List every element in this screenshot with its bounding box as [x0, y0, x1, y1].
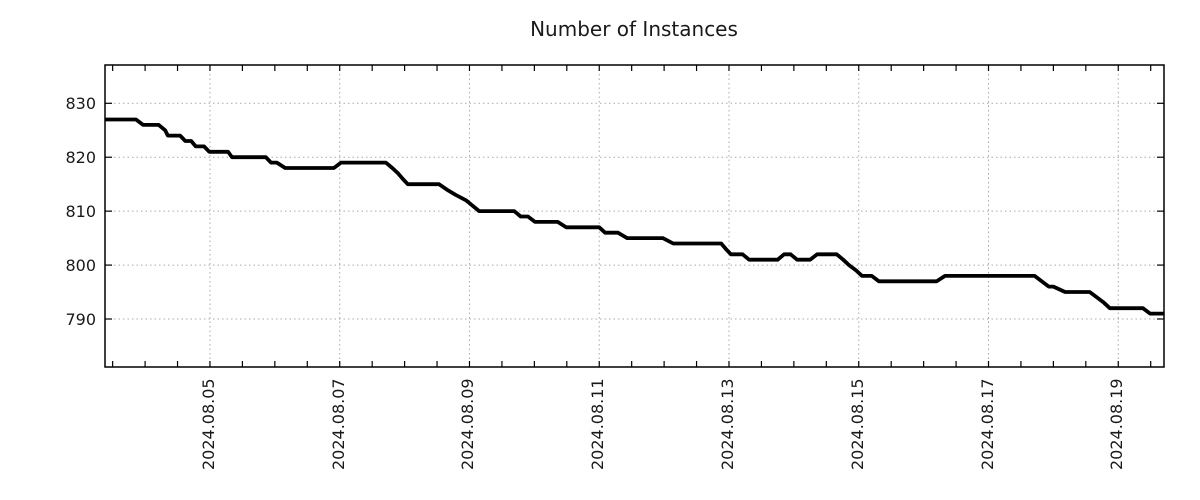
- x-tick-label: 2024.08.13: [717, 378, 737, 470]
- x-tick-label: 2024.08.15: [847, 378, 867, 470]
- x-tick-label: 2024.08.09: [458, 378, 478, 470]
- x-tick-label: 2024.08.11: [588, 378, 608, 470]
- y-tick-label: 820: [65, 147, 96, 167]
- x-tick-label: 2024.08.07: [328, 378, 348, 470]
- y-tick-label: 800: [65, 255, 96, 275]
- y-tick-label: 790: [65, 309, 96, 329]
- y-tick-label: 830: [65, 93, 96, 113]
- chart-title: Number of Instances: [530, 17, 738, 41]
- y-tick-label: 810: [65, 201, 96, 221]
- instances-line: [104, 117, 1164, 316]
- x-tick-label: 2024.08.19: [1107, 378, 1127, 470]
- x-tick-label: 2024.08.05: [198, 378, 218, 470]
- x-tick-label: 2024.08.17: [977, 378, 997, 470]
- plot-border: [104, 64, 1165, 368]
